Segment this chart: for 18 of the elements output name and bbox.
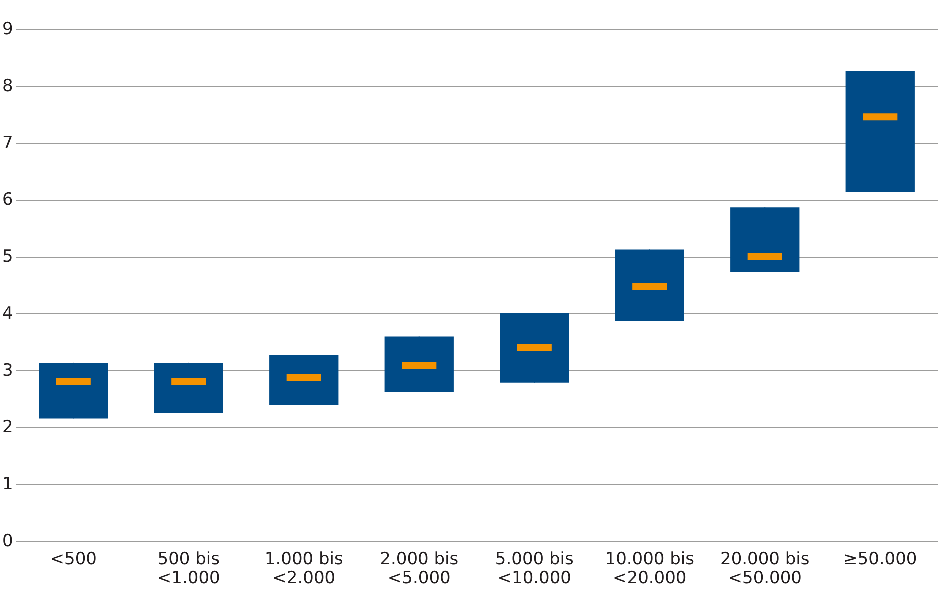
y-tick-label: 7 [2,133,14,154]
x-tick-label: ≥50.000 [844,550,918,570]
x-tick-label: 1.000 bis <2.000 [264,550,344,588]
x-tick-label: 10.000 bis <20.000 [605,550,695,588]
y-tick-label: 5 [2,247,14,268]
x-tick-label: 5.000 bis <10.000 [495,550,574,588]
y-tick-label: 6 [2,190,14,210]
x-tick-label: 500 bis <1.000 [157,550,220,588]
x-tick-label: <500 [50,550,97,570]
x-tick-label: 2.000 bis <5.000 [380,550,459,588]
y-tick-label: 9 [2,20,14,40]
y-tick-label: 0 [2,532,14,552]
y-tick-label: 4 [2,304,14,324]
y-tick-label: 8 [2,76,14,96]
y-tick-label: 3 [2,360,14,381]
y-tick-label: 1 [2,474,14,495]
x-tick-label: 20.000 bis <50.000 [720,550,810,588]
y-tick-label: 2 [2,418,14,438]
